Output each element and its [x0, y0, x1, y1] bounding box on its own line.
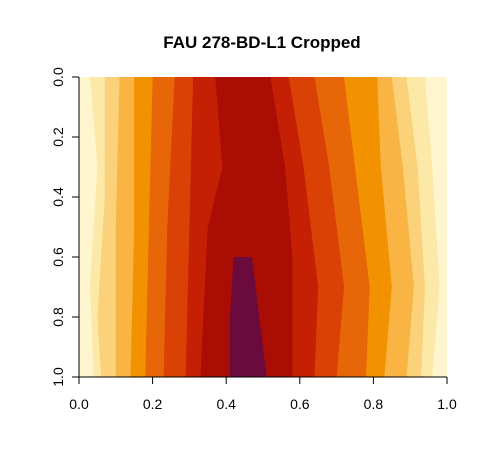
y-tick-label: 0.0: [50, 67, 66, 87]
y-tick-label: 0.6: [50, 247, 66, 267]
y-tick-label: 0.2: [50, 127, 66, 147]
chart-title: FAU 278-BD-L1 Cropped: [163, 33, 360, 52]
x-tick-label: 0.8: [364, 396, 384, 412]
y-tick-label: 0.8: [50, 307, 66, 327]
x-tick-label: 1.0: [437, 396, 457, 412]
y-tick-label: 0.4: [50, 187, 66, 207]
y-tick-label: 1.0: [50, 367, 66, 387]
x-tick-label: 0.4: [216, 396, 236, 412]
x-tick-label: 0.2: [143, 396, 163, 412]
plot-area: [79, 77, 447, 377]
x-tick-label: 0.6: [290, 396, 310, 412]
x-tick-label: 0.0: [69, 396, 89, 412]
